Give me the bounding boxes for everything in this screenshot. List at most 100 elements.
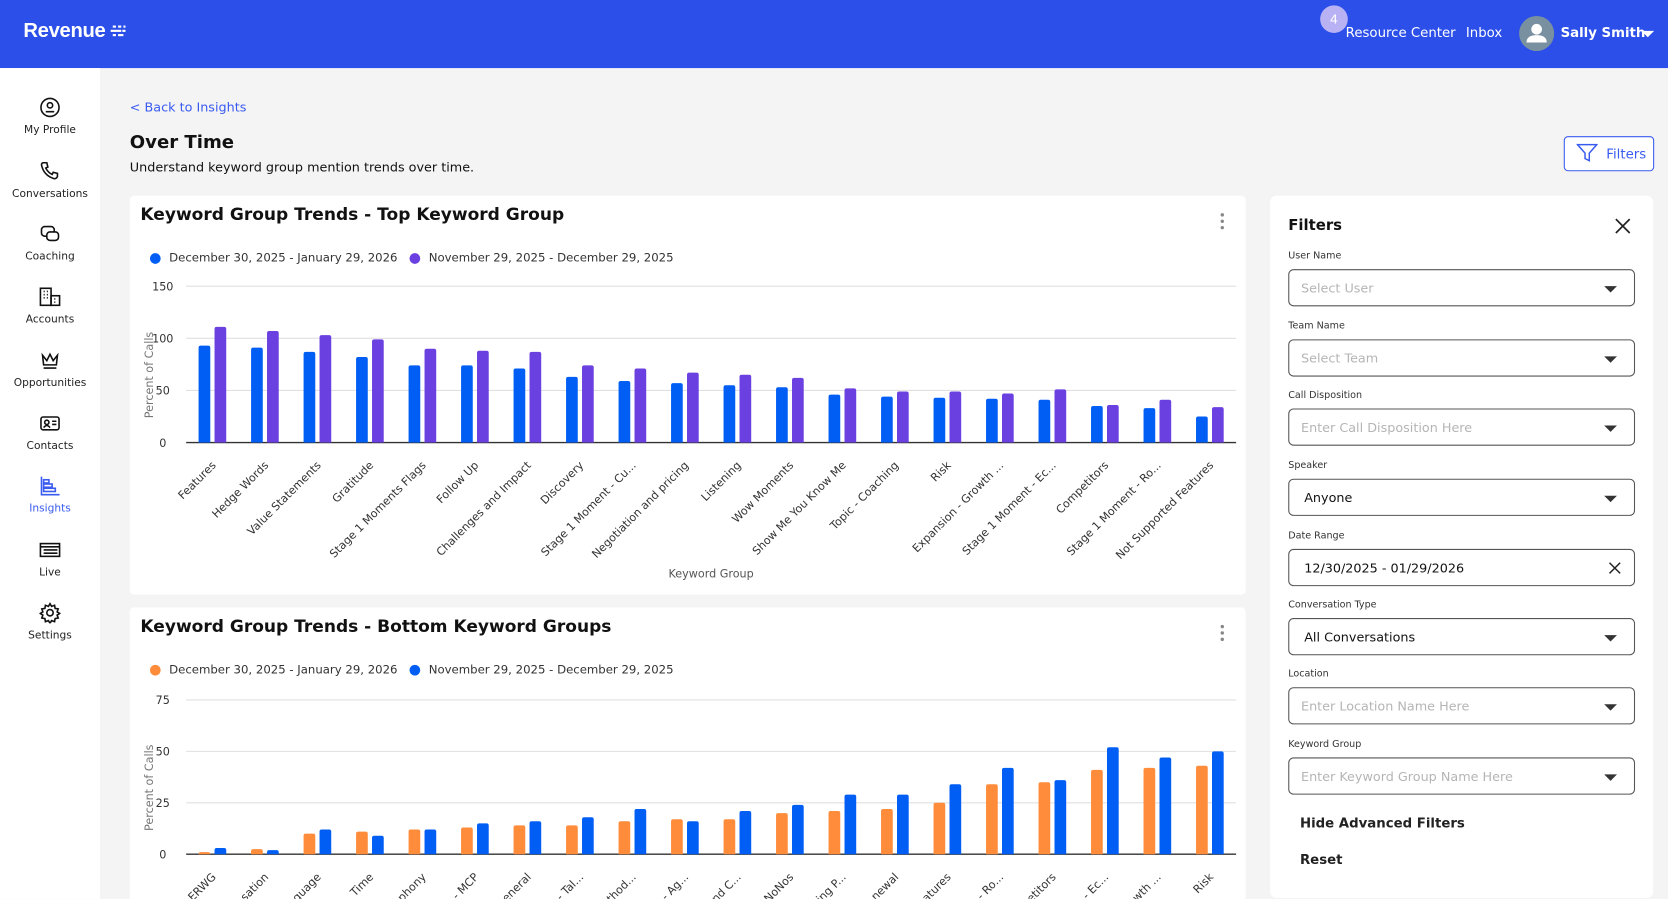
bar bbox=[828, 811, 841, 855]
bar bbox=[897, 794, 909, 855]
legend-item[interactable]: December 30, 2025 - January 29, 2026 bbox=[149, 251, 398, 265]
bar bbox=[634, 368, 647, 443]
resource-center-link[interactable]: Resource Center bbox=[1345, 24, 1456, 41]
bar bbox=[1106, 747, 1119, 855]
legend-label: November 29, 2025 - December 29, 2025 bbox=[428, 251, 674, 265]
sidebar-item-live[interactable]: Live bbox=[0, 539, 100, 579]
legend-item[interactable]: November 29, 2025 - December 29, 2025 bbox=[409, 251, 674, 265]
bar bbox=[1196, 765, 1208, 855]
bar bbox=[618, 821, 631, 855]
filters-button[interactable]: Filters bbox=[1563, 136, 1655, 172]
sidebar-item-insights[interactable]: Insights bbox=[0, 476, 100, 515]
chevron-down-icon[interactable] bbox=[1604, 495, 1617, 503]
team-name-field[interactable]: Select Team bbox=[1288, 339, 1636, 377]
legend-item[interactable]: November 29, 2025 - December 29, 2025 bbox=[409, 663, 674, 677]
bar bbox=[1054, 780, 1067, 855]
chevron-down-icon[interactable] bbox=[1604, 635, 1617, 642]
x-tick-label: Negotiation and pricing bbox=[589, 459, 691, 561]
sidebar-item-accounts[interactable]: Accounts bbox=[0, 286, 100, 326]
user-menu-chevron-icon[interactable] bbox=[1641, 30, 1655, 38]
bar bbox=[634, 808, 647, 855]
chart-title: Keyword Group Trends - Bottom Keyword Gr… bbox=[140, 615, 612, 637]
bar bbox=[1106, 405, 1119, 443]
keyword-group-field[interactable]: Enter Keyword Group Name Here bbox=[1288, 757, 1636, 795]
x-tick-label: Not Supported Features bbox=[1113, 459, 1216, 562]
contact-card-icon bbox=[40, 416, 60, 431]
reset-link[interactable]: Reset bbox=[1299, 851, 1343, 867]
bar bbox=[844, 388, 857, 443]
hide-advanced-filters-link[interactable]: Hide Advanced Filters bbox=[1299, 814, 1465, 831]
bar bbox=[529, 351, 542, 443]
bar bbox=[671, 819, 683, 855]
x-tick-label: Discovery bbox=[538, 459, 586, 507]
sidebar-item-conversations[interactable]: Conversations bbox=[0, 161, 100, 200]
conversation-type-field[interactable]: All Conversations bbox=[1288, 618, 1636, 656]
field-value: Anyone bbox=[1304, 490, 1353, 506]
location-field[interactable]: Enter Location Name Here bbox=[1288, 687, 1636, 725]
x-tick-label: - Tal... bbox=[554, 871, 587, 899]
bar bbox=[408, 829, 421, 855]
more-options-icon[interactable] bbox=[1219, 622, 1225, 643]
sidebar-item-label: Opportunities bbox=[13, 377, 87, 390]
speaker-label: Speaker bbox=[1288, 460, 1328, 472]
notification-badge[interactable]: 4 bbox=[1320, 5, 1348, 33]
sidebar-item-my-profile[interactable]: My Profile bbox=[0, 97, 100, 136]
legend-swatch bbox=[409, 252, 421, 264]
clear-date-icon[interactable] bbox=[1608, 562, 1621, 575]
legend-item[interactable]: December 30, 2025 - January 29, 2026 bbox=[149, 663, 398, 677]
bar bbox=[723, 819, 736, 855]
x-tick-label: newal bbox=[869, 871, 902, 899]
x-tick-label: sation bbox=[238, 871, 271, 899]
chevron-down-icon[interactable] bbox=[1604, 286, 1617, 293]
sidebar-item-settings[interactable]: Settings bbox=[0, 602, 100, 641]
close-icon[interactable] bbox=[1614, 217, 1632, 235]
sidebar-item-opportunities[interactable]: Opportunities bbox=[0, 350, 100, 389]
speaker-field[interactable]: Anyone bbox=[1288, 478, 1636, 516]
x-tick-label: Stage 1 Moment - Cu... bbox=[539, 459, 639, 559]
inbox-link[interactable]: Inbox bbox=[1465, 24, 1503, 41]
field-value: 12/30/2025 - 01/29/2026 bbox=[1304, 560, 1465, 576]
bar-chart-icon bbox=[40, 476, 60, 496]
user-name-field[interactable]: Select User bbox=[1288, 269, 1636, 307]
chevron-down-icon[interactable] bbox=[1604, 704, 1617, 711]
y-tick-label: 50 bbox=[156, 385, 170, 398]
x-tick-label: - Ag... bbox=[659, 871, 691, 899]
chevron-down-icon[interactable] bbox=[1604, 774, 1617, 781]
sidebar-item-coaching[interactable]: Coaching bbox=[0, 223, 100, 263]
filters-button-label: Filters bbox=[1606, 145, 1647, 162]
logo-text: Revenue bbox=[23, 20, 106, 43]
bar bbox=[319, 829, 332, 855]
bar bbox=[897, 391, 909, 443]
chevron-down-icon[interactable] bbox=[1604, 356, 1617, 363]
more-options-icon[interactable] bbox=[1219, 211, 1225, 232]
chevron-down-icon[interactable] bbox=[1604, 425, 1617, 432]
legend-label: December 30, 2025 - January 29, 2026 bbox=[169, 251, 398, 265]
field-placeholder: Enter Location Name Here bbox=[1301, 698, 1470, 714]
sidebar-item-label: Accounts bbox=[25, 313, 75, 326]
logo[interactable]: Revenue bbox=[23, 20, 126, 43]
y-axis-label: Percent of Calls bbox=[143, 744, 156, 831]
back-to-insights-link[interactable]: < Back to Insights bbox=[129, 99, 247, 115]
x-tick-label: Show Me You Know Me bbox=[750, 459, 849, 558]
bar bbox=[461, 827, 473, 855]
date-range-field[interactable]: 12/30/2025 - 01/29/2026 bbox=[1288, 548, 1636, 587]
phone-icon bbox=[40, 161, 59, 180]
page-title: Over Time bbox=[129, 131, 235, 154]
bar bbox=[776, 387, 788, 443]
call-disposition-label: Call Disposition bbox=[1288, 390, 1363, 402]
x-tick-label: ERWG bbox=[186, 871, 219, 899]
bar bbox=[267, 330, 279, 443]
call-disposition-field[interactable]: Enter Call Disposition Here bbox=[1288, 408, 1636, 446]
x-tick-label: Listening bbox=[699, 459, 744, 504]
x-tick-label: Risk bbox=[1191, 870, 1217, 896]
field-placeholder: Enter Call Disposition Here bbox=[1301, 420, 1473, 436]
bar bbox=[214, 326, 227, 443]
avatar[interactable] bbox=[1519, 15, 1555, 52]
sidebar-item-label: Insights bbox=[29, 503, 71, 515]
top-keyword-chart-card: Keyword Group Trends - Top Keyword Group… bbox=[129, 195, 1246, 595]
user-name[interactable]: Sally Smith bbox=[1560, 24, 1646, 41]
field-placeholder: Select Team bbox=[1301, 351, 1379, 366]
sidebar-item-contacts[interactable]: Contacts bbox=[0, 413, 100, 452]
x-tick-label: eneral bbox=[500, 871, 534, 899]
bar bbox=[319, 335, 332, 443]
